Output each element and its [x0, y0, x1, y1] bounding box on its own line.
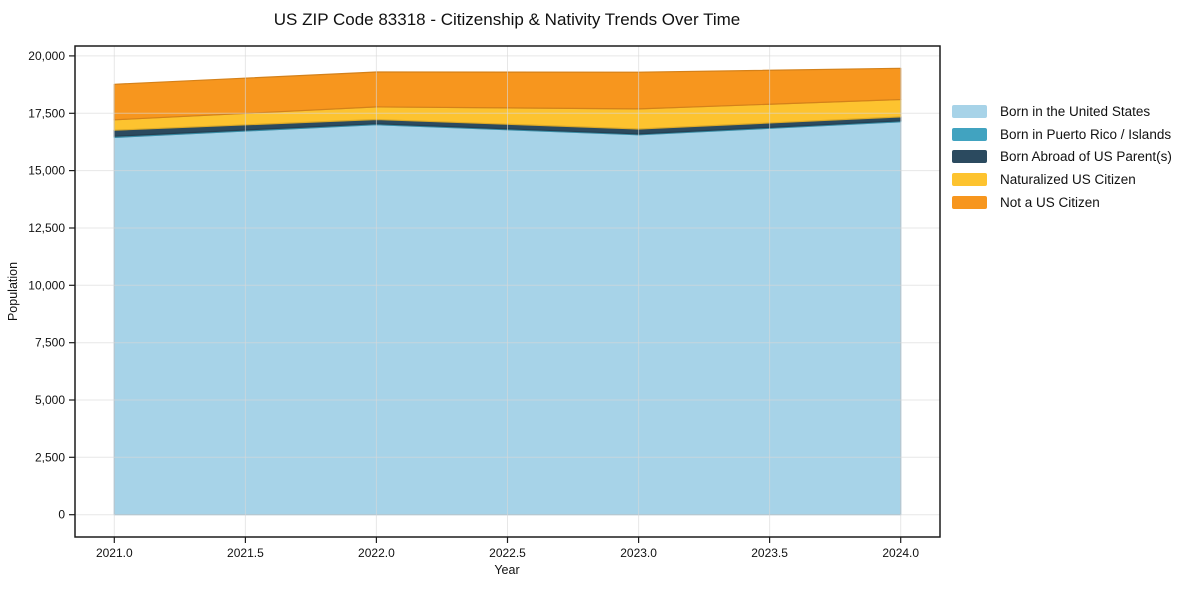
legend-swatch-icon	[952, 173, 987, 187]
x-axis-label: Year	[494, 563, 519, 577]
x-tick-label: 2023.0	[620, 546, 657, 560]
x-tick-label: 2024.0	[882, 546, 919, 560]
legend: Born in the United States Born in Puerto …	[952, 102, 1172, 215]
y-tick-label: 5,000	[35, 393, 65, 407]
y-tick-label: 0	[58, 508, 65, 522]
gridlines	[75, 46, 940, 537]
legend-item: Naturalized US Citizen	[952, 170, 1172, 189]
y-tick-label: 10,000	[28, 278, 65, 292]
legend-swatch-icon	[952, 105, 987, 118]
legend-label: Born in Puerto Rico / Islands	[1000, 126, 1172, 142]
legend-label: Naturalized US Citizen	[1000, 172, 1136, 188]
axis-ticks: 2021.0 2021.5 2022.0 2022.5 2023.0 2023.5 2024…	[28, 49, 919, 560]
legend-label: Born in the United States	[1000, 104, 1151, 119]
y-tick-label: 7,500	[35, 336, 65, 350]
y-tick-label: 17,500	[28, 106, 65, 120]
x-tick-label: 2022.5	[489, 546, 526, 560]
legend-swatch-icon	[952, 195, 987, 209]
x-tick-label: 2021.0	[96, 546, 133, 560]
legend-swatch-icon	[952, 150, 987, 164]
legend-label: Born Abroad of US Parent(s)	[1000, 149, 1172, 165]
y-tick-label: 15,000	[28, 164, 65, 178]
legend-item: Born Abroad of US Parent(s)	[952, 147, 1172, 166]
legend-item: Born in Puerto Rico / Islands	[952, 125, 1172, 144]
legend-item: Not a US Citizen	[952, 193, 1172, 212]
y-axis-label: Population	[6, 262, 20, 321]
legend-swatch-icon	[952, 127, 987, 141]
x-tick-label: 2021.5	[227, 546, 264, 560]
y-tick-label: 12,500	[28, 221, 65, 235]
legend-label: Not a US Citizen	[1000, 194, 1100, 210]
y-tick-label: 20,000	[28, 49, 65, 63]
legend-item: Born in the United States	[952, 102, 1172, 121]
y-tick-label: 2,500	[35, 450, 65, 464]
x-tick-label: 2022.0	[358, 546, 395, 560]
chart-title: US ZIP Code 83318 - Citizenship & Nativi…	[274, 10, 740, 29]
x-tick-label: 2023.5	[751, 546, 788, 560]
